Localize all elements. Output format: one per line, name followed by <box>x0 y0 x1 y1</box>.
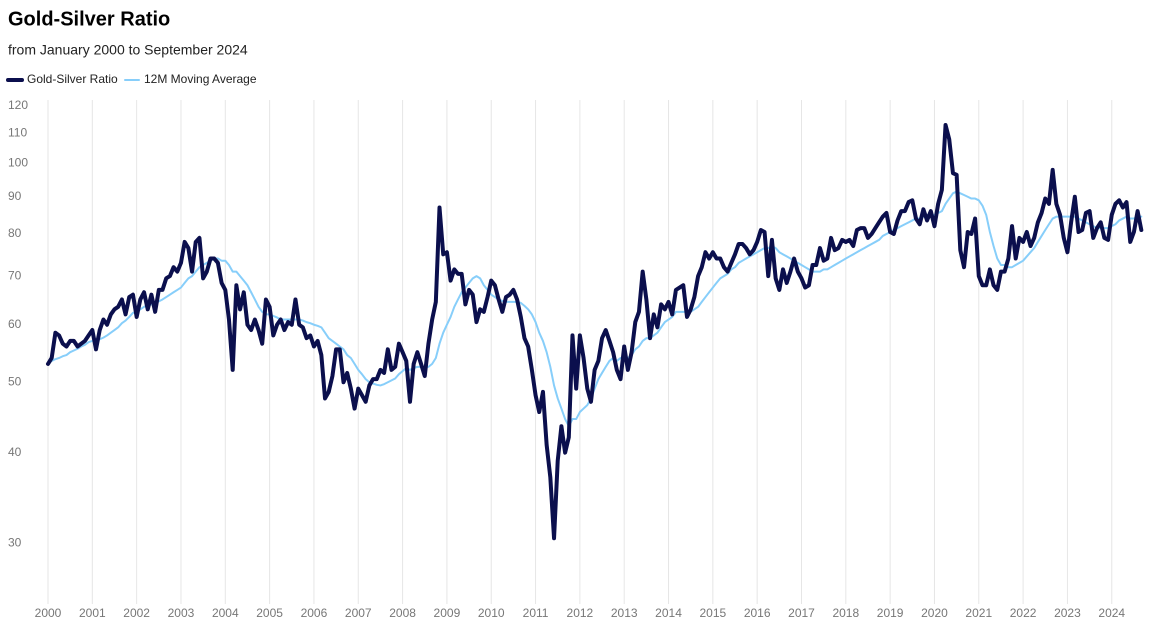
x-tick-label: 2012 <box>567 606 594 620</box>
x-tick-label: 2014 <box>655 606 682 620</box>
x-tick-label: 2004 <box>212 606 239 620</box>
x-tick-label: 2008 <box>389 606 416 620</box>
y-tick-label: 120 <box>8 98 28 112</box>
chart-subtitle: from January 2000 to September 2024 <box>8 42 248 58</box>
x-tick-label: 2007 <box>345 606 372 620</box>
series-line <box>46 122 1144 541</box>
x-tick-label: 2023 <box>1054 606 1081 620</box>
x-tick-label: 2019 <box>877 606 904 620</box>
x-tick-label: 2011 <box>523 606 549 620</box>
y-tick-label: 60 <box>8 317 22 331</box>
legend-label: 12M Moving Average <box>144 72 257 86</box>
y-tick-label: 40 <box>8 445 22 459</box>
x-tick-label: 2005 <box>256 606 283 620</box>
x-tick-label: 2001 <box>79 606 106 620</box>
x-tick-label: 2000 <box>35 606 62 620</box>
x-tick-label: 2016 <box>744 606 771 620</box>
x-tick-label: 2022 <box>1010 606 1037 620</box>
y-tick-label: 80 <box>8 226 22 240</box>
x-tick-label: 2002 <box>123 606 150 620</box>
legend: Gold-Silver Ratio 12M Moving Average <box>6 72 257 86</box>
x-tick-label: 2003 <box>168 606 195 620</box>
x-tick-label: 2009 <box>434 606 461 620</box>
chart-title: Gold-Silver Ratio <box>8 8 170 30</box>
legend-label: Gold-Silver Ratio <box>27 72 118 86</box>
y-tick-label: 110 <box>8 126 27 140</box>
x-tick-label: 2015 <box>699 606 726 620</box>
x-tick-label: 2006 <box>301 606 328 620</box>
x-tick-label: 2020 <box>921 606 948 620</box>
y-tick-label: 30 <box>8 536 22 550</box>
y-tick-label: 90 <box>8 189 22 203</box>
x-tick-label: 2021 <box>965 606 992 620</box>
x-tick-label: 2024 <box>1098 606 1125 620</box>
y-tick-label: 50 <box>8 374 22 388</box>
x-tick-label: 2017 <box>788 606 815 620</box>
y-tick-label: 100 <box>8 156 28 170</box>
x-tick-label: 2018 <box>832 606 859 620</box>
x-tick-label: 2010 <box>478 606 505 620</box>
x-tick-label: 2013 <box>611 606 638 620</box>
y-tick-label: 70 <box>8 268 22 282</box>
